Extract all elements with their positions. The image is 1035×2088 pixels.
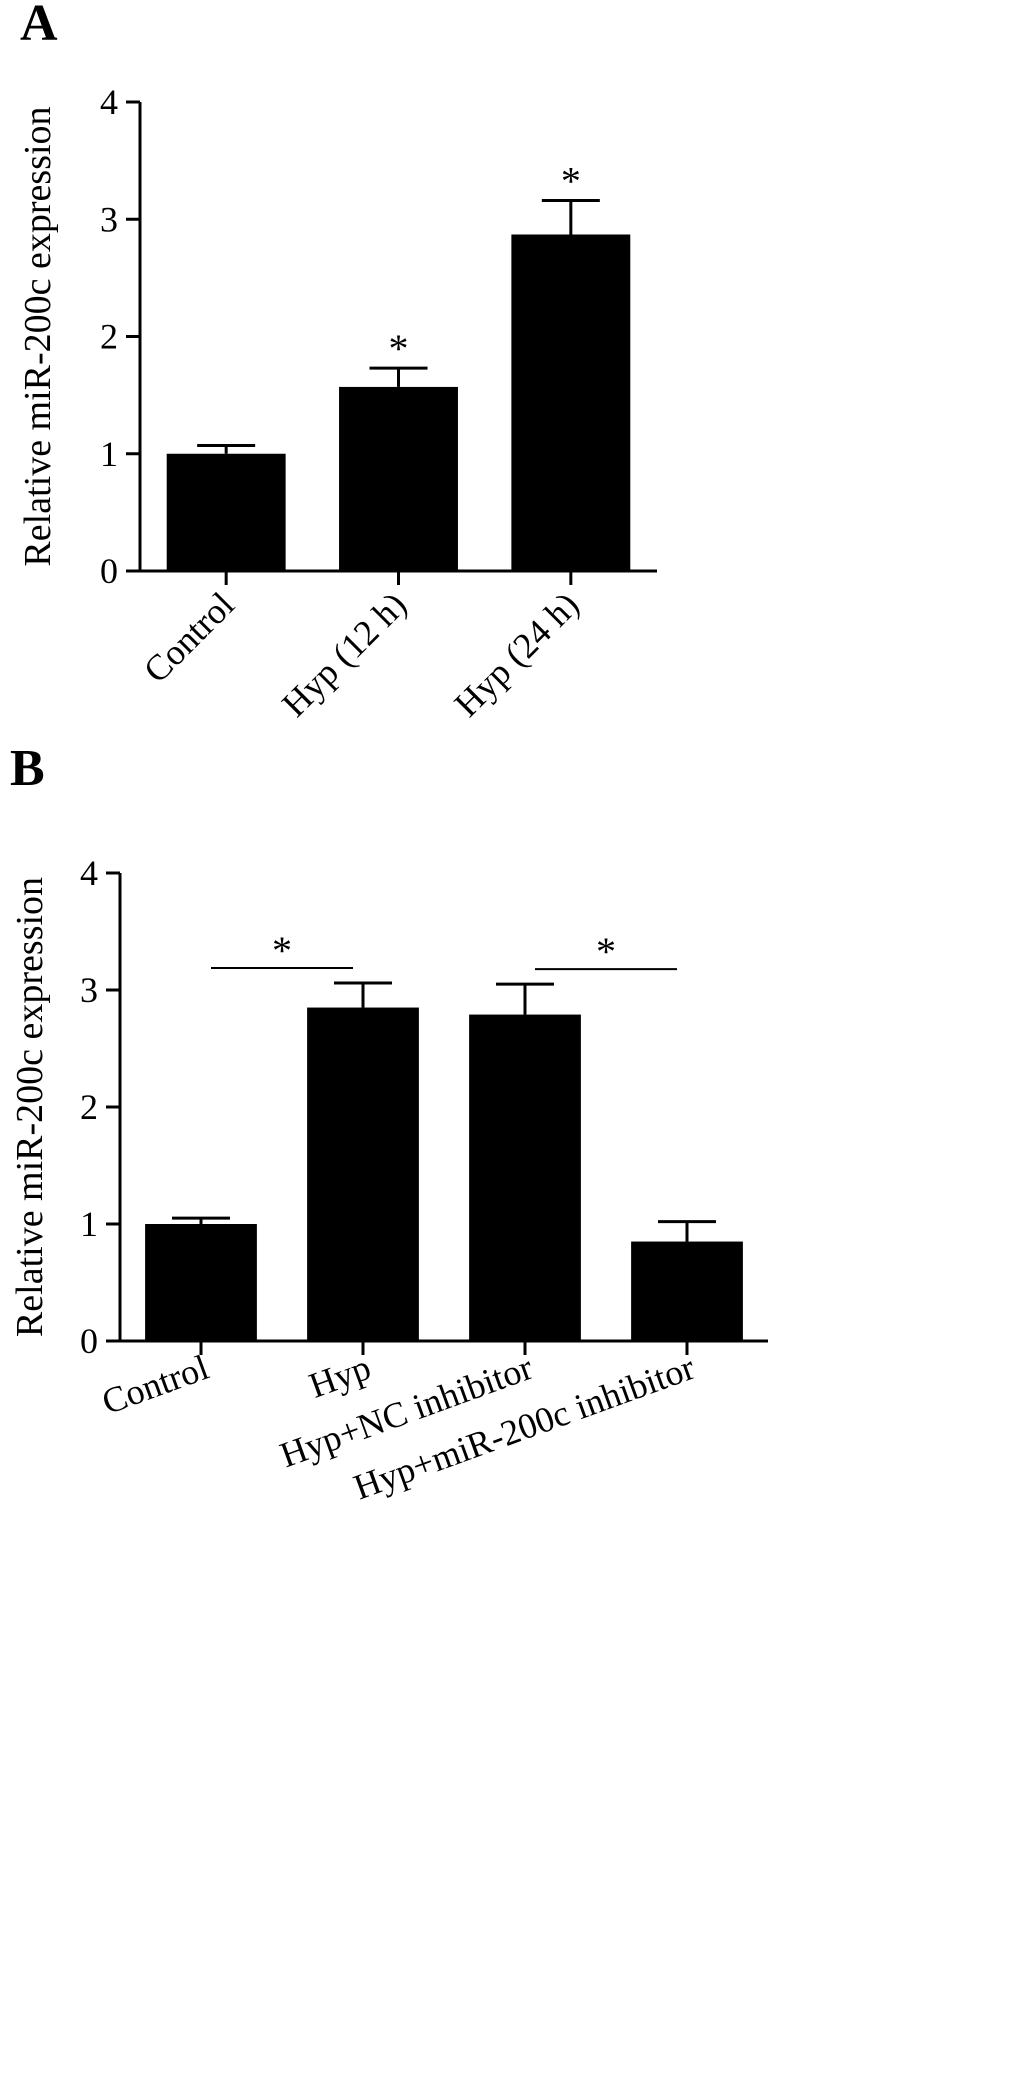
- bar: [469, 1014, 581, 1341]
- y-tick-label: 2: [80, 1087, 98, 1127]
- panel-letter: B: [10, 740, 45, 797]
- x-tick-label: Hyp (24 h): [446, 584, 586, 724]
- bar: [307, 1007, 419, 1341]
- x-tick-label: Control: [136, 584, 242, 690]
- y-tick-label: 3: [80, 970, 98, 1010]
- y-tick-label: 2: [100, 317, 118, 357]
- bar: [339, 386, 458, 571]
- bar: [166, 453, 286, 571]
- significance-mark: *: [389, 326, 409, 371]
- x-tick-label: Control: [97, 1347, 214, 1422]
- panel-letter: A: [20, 0, 58, 52]
- y-axis-label: Relative miR-200c expression: [17, 106, 59, 566]
- y-tick-label: 3: [100, 199, 118, 239]
- x-tick-label: Hyp (12 h): [274, 584, 414, 724]
- y-tick-label: 0: [100, 551, 118, 591]
- bar: [631, 1241, 743, 1341]
- bar: [511, 234, 631, 571]
- y-axis-label: Relative miR-200c expression: [9, 877, 51, 1337]
- bar: [145, 1224, 257, 1341]
- y-tick-label: 0: [80, 1321, 98, 1361]
- significance-mark: *: [561, 158, 581, 203]
- y-tick-label: 1: [80, 1204, 98, 1244]
- comparison-label: *: [596, 929, 616, 974]
- y-tick-label: 4: [100, 82, 118, 122]
- y-tick-label: 1: [100, 434, 118, 474]
- x-tick-label: Hyp: [304, 1347, 376, 1406]
- y-tick-label: 4: [80, 853, 98, 893]
- comparison-label: *: [272, 928, 292, 973]
